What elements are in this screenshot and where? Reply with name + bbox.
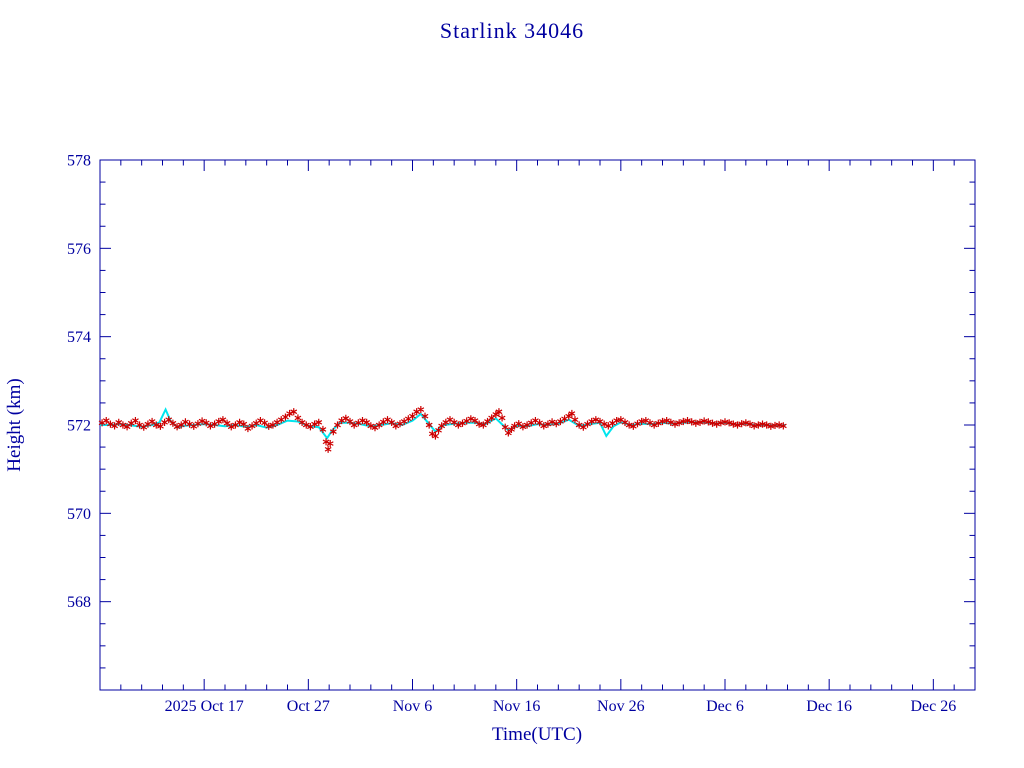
y-tick-label: 568 — [67, 594, 91, 611]
chart-title: Starlink 34046 — [440, 18, 584, 43]
x-axis-label: Time(UTC) — [492, 724, 582, 745]
y-tick-labels: 568 570 572 574 576 578 — [67, 153, 91, 612]
y-tick-label: 578 — [67, 153, 91, 170]
y-axis-label: Height (km) — [4, 378, 25, 471]
x-tick-labels: 2025 Oct 17 Oct 27 Nov 6 Nov 16 Nov 26 Dec 6 D… — [165, 698, 957, 715]
x-tick-label: Nov 6 — [393, 698, 433, 715]
data-series — [98, 405, 787, 453]
y-tick-label: 574 — [67, 329, 91, 346]
x-tick-label: 2025 Oct 17 — [165, 698, 244, 715]
y-tick-label: 570 — [67, 506, 91, 523]
x-tick-label: Dec 26 — [910, 698, 956, 715]
x-tick-label: Dec 6 — [706, 698, 744, 715]
y-tick-label: 572 — [67, 418, 91, 435]
x-tick-label: Nov 26 — [597, 698, 645, 715]
axis-ticks — [100, 159, 975, 690]
x-tick-label: Nov 16 — [493, 698, 541, 715]
y-tick-label: 576 — [67, 241, 91, 258]
x-tick-label: Oct 27 — [287, 698, 330, 715]
x-tick-label: Dec 16 — [806, 698, 852, 715]
observed-height-markers — [98, 405, 787, 453]
